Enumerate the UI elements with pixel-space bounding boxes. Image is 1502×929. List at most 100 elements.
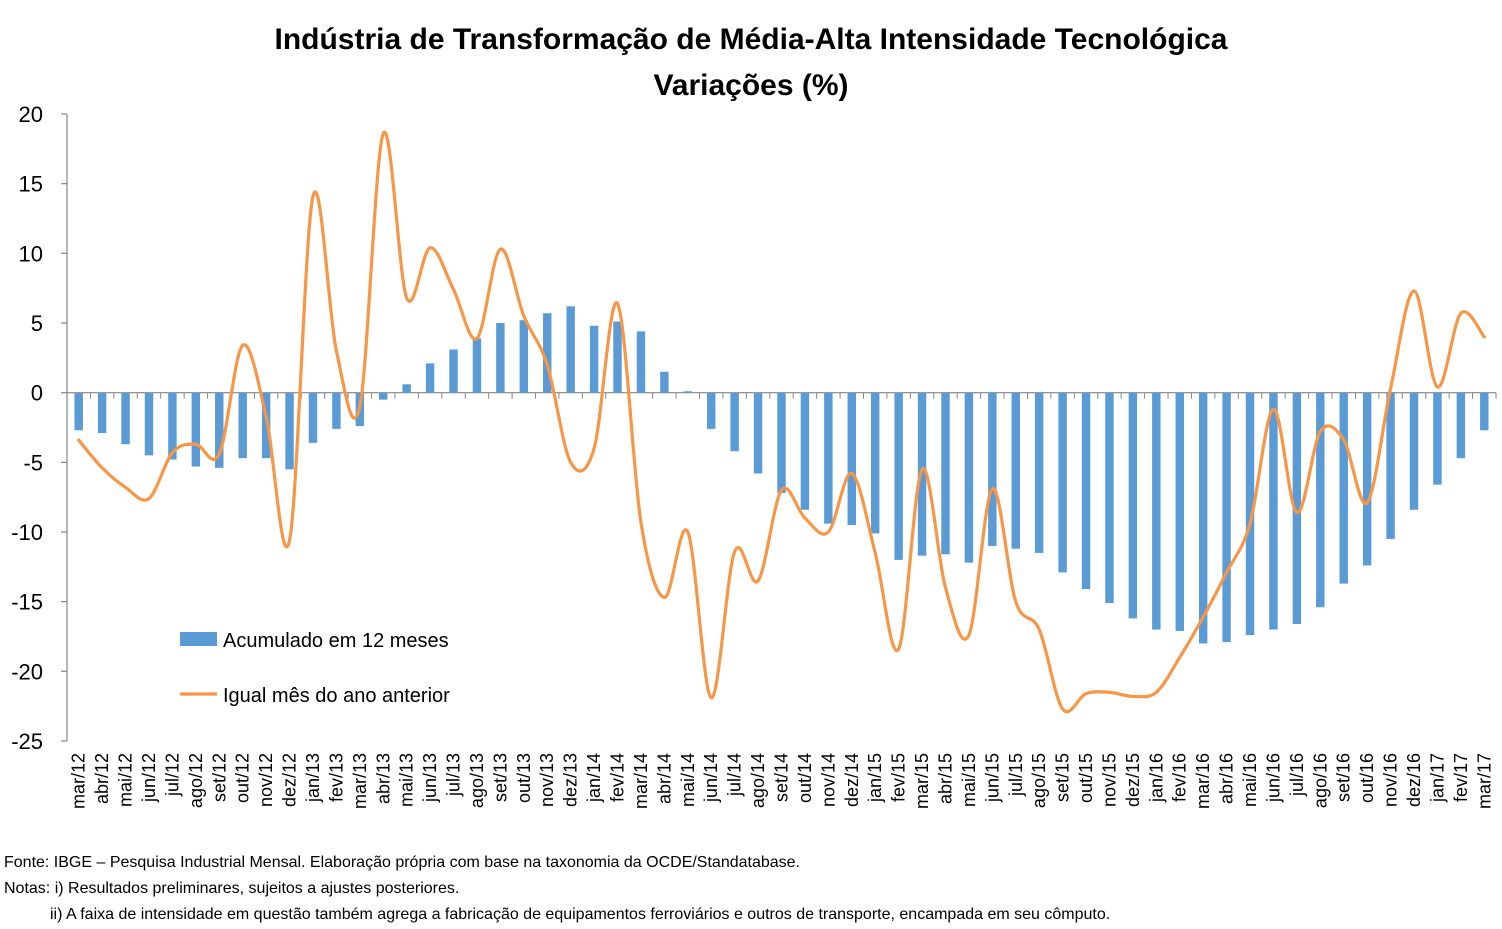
x-tick-label: abr/16 (1217, 753, 1237, 804)
bar (1245, 392, 1255, 636)
bar (74, 392, 83, 431)
bar (824, 392, 833, 524)
x-tick-label: abr/14 (654, 753, 674, 804)
x-tick-label: mar/14 (631, 753, 651, 809)
x-tick-label: fev/15 (889, 753, 909, 802)
y-tick-label: -10 (11, 520, 43, 545)
x-tick-label: dez/12 (280, 753, 300, 807)
x-tick-label: mai/16 (1240, 753, 1260, 807)
x-tick-label: dez/16 (1404, 753, 1424, 807)
x-tick-label: nov/16 (1381, 753, 1401, 807)
source-note: Fonte: IBGE – Pesquisa Industrial Mensal… (4, 854, 800, 871)
bar (1409, 392, 1419, 510)
x-tick-label: mai/13 (397, 753, 417, 807)
x-tick-label: set/12 (209, 753, 229, 802)
legend-label-bar: Acumulado em 12 meses (223, 630, 449, 652)
bar (847, 392, 856, 526)
line-series-igual-mes (77, 130, 1486, 714)
x-tick-label: mai/12 (116, 753, 136, 807)
bar (1011, 392, 1020, 549)
y-tick-label: -20 (11, 659, 43, 684)
bar (988, 392, 997, 546)
x-tick-label: mai/15 (959, 753, 979, 807)
bar (449, 349, 458, 393)
x-tick-label: jan/15 (865, 753, 885, 803)
x-tick-label: set/13 (490, 753, 510, 802)
x-tick-label: fev/16 (1170, 753, 1190, 802)
x-tick-label: dez/14 (842, 753, 862, 807)
bar (800, 392, 810, 510)
bar (1034, 392, 1044, 553)
x-tick-label: dez/13 (561, 753, 581, 807)
bar (870, 392, 880, 534)
bar (402, 384, 411, 393)
bar (308, 392, 318, 443)
bar (1269, 392, 1278, 630)
bar (261, 392, 271, 459)
y-axis: 20 15 10 5 0 -5 -10 -15 -20 -25 (11, 102, 68, 754)
y-tick-label: 15 (19, 172, 43, 197)
bar (97, 392, 107, 434)
bar (238, 392, 247, 459)
bar (589, 325, 599, 393)
x-tick-label: mai/14 (678, 753, 698, 807)
bar (472, 338, 482, 393)
bar (379, 392, 388, 400)
bar (144, 392, 154, 456)
bar (1362, 392, 1372, 566)
x-tick-label: nov/15 (1099, 753, 1119, 807)
footnote-2: ii) A faixa de intensidade em questão ta… (50, 906, 1111, 923)
bar (543, 313, 552, 393)
x-tick-label: set/16 (1334, 753, 1354, 802)
x-tick-label: set/14 (772, 753, 792, 802)
x-tick-label: jan/13 (303, 753, 323, 803)
y-tick-label: -25 (11, 729, 43, 754)
x-tick-label: ago/12 (186, 753, 206, 808)
bar (1222, 392, 1231, 643)
x-tick-label: jun/14 (701, 753, 721, 803)
x-tick-label: nov/12 (256, 753, 276, 807)
x-tick-label: jun/12 (139, 753, 159, 803)
bar (1128, 392, 1138, 619)
x-tick-label: fev/14 (608, 753, 628, 802)
x-tick-label: jun/15 (982, 753, 1002, 803)
x-tick-label: ago/14 (748, 753, 768, 808)
bar (425, 363, 435, 393)
x-tick-label: mar/16 (1193, 753, 1213, 809)
x-tick-label: ago/15 (1029, 753, 1049, 808)
x-tick-label: set/15 (1053, 753, 1073, 802)
x-tick-label: jul/13 (444, 753, 464, 797)
bar (1058, 392, 1067, 573)
x-axis: mar/12 abr/12 mai/12 jun/12 jul/12 ago/12 set/… (66, 392, 1497, 809)
bar (1433, 392, 1442, 485)
x-tick-label: out/13 (514, 753, 534, 803)
bar (121, 392, 130, 445)
bar (168, 392, 177, 460)
x-tick-label: mar/17 (1474, 753, 1494, 809)
y-tick-label: -15 (11, 590, 43, 615)
x-tick-label: mar/15 (912, 753, 932, 809)
bar (1339, 392, 1348, 584)
bar (777, 392, 786, 493)
chart-subtitle: Variações (%) (653, 69, 849, 102)
bar (636, 331, 646, 393)
x-tick-label: jul/16 (1287, 753, 1307, 797)
bar (1081, 392, 1091, 590)
bar (519, 320, 529, 393)
x-tick-label: jan/17 (1427, 753, 1447, 803)
x-tick-label: nov/13 (537, 753, 557, 807)
x-tick-label: jan/16 (1146, 753, 1166, 803)
legend-label-line: Igual mês do ano anterior (223, 685, 450, 707)
x-tick-label: jun/16 (1263, 753, 1283, 803)
x-tick-label: jul/12 (162, 753, 182, 797)
bar (917, 392, 927, 556)
bar (683, 391, 693, 393)
x-tick-label: out/14 (795, 753, 815, 803)
bar (1456, 392, 1466, 459)
bar (730, 392, 739, 452)
bar (941, 392, 950, 555)
x-tick-label: out/12 (233, 753, 253, 803)
y-tick-label: 20 (19, 102, 43, 127)
x-tick-label: jul/15 (1006, 753, 1026, 797)
